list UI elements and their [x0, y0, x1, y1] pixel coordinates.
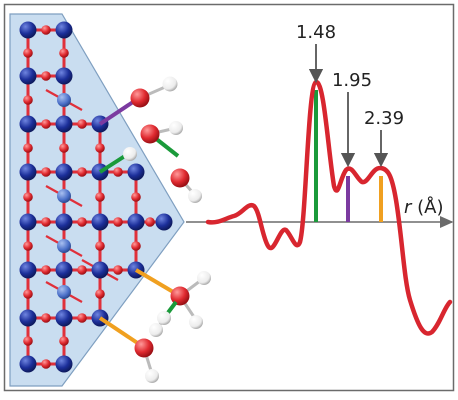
oxygen-atom [145, 217, 155, 227]
hydrogen-atom [169, 121, 183, 135]
oxygen-atom [95, 143, 105, 153]
oxygen-atom [170, 168, 190, 188]
oxygen-atom [95, 192, 105, 202]
metal-atom [55, 163, 73, 181]
subsurface-atom [57, 285, 71, 299]
oxygen-atom [41, 359, 51, 369]
oxygen-atom [134, 338, 154, 358]
hydrogen-atom [188, 189, 202, 203]
metal-atom [55, 213, 73, 231]
oxygen-atom [41, 119, 51, 129]
oxygen-atom [59, 143, 69, 153]
oxygen-atom [113, 217, 123, 227]
molecule-bond [98, 98, 138, 126]
oxygen-atom [130, 88, 150, 108]
metal-atom [55, 309, 73, 327]
metal-atom [19, 309, 37, 327]
oxygen-atom [41, 313, 51, 323]
oxygen-atom [41, 71, 51, 81]
metal-atom [91, 261, 109, 279]
subsurface-atom [57, 189, 71, 203]
metal-atom [155, 213, 173, 231]
oxygen-atom [170, 286, 190, 306]
hydrogen-atom [197, 271, 211, 285]
rdf-curve [205, 79, 453, 336]
oxygen-atom [41, 167, 51, 177]
peak-label-1: 1.48 [296, 22, 336, 43]
metal-atom [19, 67, 37, 85]
peak-label-3: 2.39 [364, 108, 404, 129]
r-axis-unit: (Å) [411, 196, 443, 218]
oxygen-atom [59, 48, 69, 58]
metal-atom [127, 213, 145, 231]
metal-atom [19, 261, 37, 279]
metal-atom [19, 115, 37, 133]
lattice-atoms [19, 21, 173, 373]
hydrogen-atom [145, 369, 159, 383]
oxygen-atom [77, 167, 87, 177]
molecule-bond [98, 152, 130, 174]
metal-atom [55, 21, 73, 39]
r-axis-variable: r [404, 197, 413, 218]
hydrogen-atom [149, 323, 163, 337]
metal-atom [19, 213, 37, 231]
metal-atom [55, 355, 73, 373]
oxygen-atom [113, 265, 123, 275]
metal-atom [91, 213, 109, 231]
oxygen-atom [77, 119, 87, 129]
oxygen-atom [140, 124, 160, 144]
metal-atom [127, 163, 145, 181]
oxygen-atom [41, 25, 51, 35]
oxygen-atom [23, 192, 33, 202]
r-axis-label: r (Å) [404, 196, 444, 218]
hydrogen-atom [162, 76, 178, 92]
metal-atom [19, 163, 37, 181]
oxygen-atom [23, 336, 33, 346]
oxygen-atom [95, 241, 105, 251]
oxygen-atom [113, 167, 123, 177]
metal-atom [55, 261, 73, 279]
oxygen-atom [95, 289, 105, 299]
oxygen-atom [131, 192, 141, 202]
hydrogen-atom [123, 147, 137, 161]
metal-atom [55, 115, 73, 133]
oxygen-atom [59, 336, 69, 346]
oxygen-atom [77, 265, 87, 275]
oxygen-atom [131, 241, 141, 251]
oxygen-atom [23, 241, 33, 251]
hydrogen-atom [189, 315, 203, 329]
metal-atom [19, 355, 37, 373]
oxygen-atom [77, 313, 87, 323]
adsorbed-molecules [98, 76, 211, 383]
oxygen-atom [41, 265, 51, 275]
oxygen-atom [23, 48, 33, 58]
subsurface-atom [57, 93, 71, 107]
oxygen-atom [23, 143, 33, 153]
figure-frame [3, 3, 455, 392]
peak-label-2: 1.95 [332, 70, 372, 91]
hydrogen-atom [157, 311, 171, 325]
oxygen-atom [41, 217, 51, 227]
metal-atom [55, 67, 73, 85]
oxygen-atom [23, 95, 33, 105]
molecule-bond [98, 316, 144, 348]
oxygen-atom [77, 217, 87, 227]
metal-atom [19, 21, 37, 39]
subsurface-atom [57, 239, 71, 253]
oxygen-atom [23, 289, 33, 299]
